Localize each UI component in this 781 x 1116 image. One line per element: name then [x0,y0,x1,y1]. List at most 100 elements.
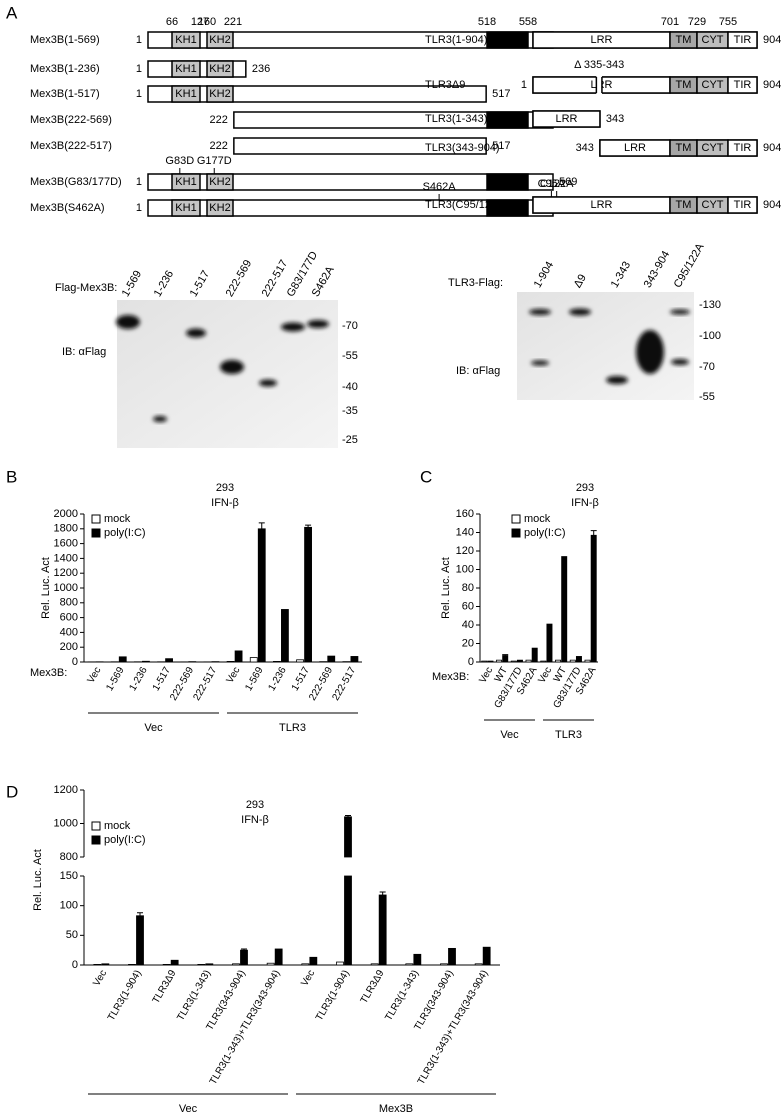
x-tick-label: TLR3Δ9 [151,968,179,1006]
y-tick-label: 140 [456,526,474,538]
legend-swatch [91,514,101,524]
domain [206,173,234,191]
panel-label: B [6,467,17,486]
y-tick-label: 50 [66,929,78,941]
lane-label: 1-904 [532,260,556,290]
bar [197,964,206,966]
y-tick-label: 1200 [54,567,78,579]
bar [474,963,483,966]
domain [727,76,758,94]
domain-label: RING [494,114,522,126]
y-tick-label: 1000 [54,582,78,594]
error-bar [258,522,265,529]
bar [555,659,562,663]
band [259,379,277,387]
mutation-label: C122A [540,178,574,190]
lane-label: 1-517 [188,269,212,299]
bar [170,959,179,966]
domain-label: TM [676,79,692,91]
x-tick-label: TLR3(1-904) [314,968,352,1023]
band [606,376,628,384]
bar [232,963,240,966]
y-tick-label: 1200 [54,784,78,796]
mutation-label: G177D [197,155,232,167]
band [671,359,689,365]
y-tick-label: 1400 [54,552,78,564]
size-marker: -100 [699,330,721,342]
domain [486,111,529,129]
y-tick-label: 0 [72,959,78,971]
bar [142,660,150,663]
domain [486,173,529,191]
bar [205,963,214,966]
domain [171,173,201,191]
domain-label: KH2 [209,88,230,100]
bar [309,956,318,966]
lane-label: 1-343 [609,260,633,290]
error-bar [502,654,509,656]
blot-title: TLR3-Flag: [448,277,503,289]
x-tick-label: Vec [225,665,243,685]
x-tick-label: Vec [477,665,495,685]
mutation-label: G83D [165,155,194,167]
band [670,309,690,315]
position-label: 127 [191,16,209,28]
domain [171,60,201,78]
legend-swatch [91,821,101,831]
size-marker: -55 [342,350,358,362]
y-tick-label: 100 [60,900,78,912]
construct-box [233,137,487,155]
y-tick-label: 1800 [54,523,78,535]
bar [234,650,243,663]
legend-swatch [91,835,101,845]
size-marker: -70 [699,361,715,373]
domain-label: TM [676,142,692,154]
y-tick-label: 1600 [54,538,78,550]
bar [546,623,553,663]
bar [482,946,491,966]
construct-start: 1 [521,34,527,46]
panel-label: D [6,782,18,801]
error-bar [305,524,312,528]
construct-label: TLR3(C95/122A) [425,199,508,211]
bar [93,964,102,966]
panel-label: C [420,467,432,486]
chart-title: 293 [576,482,594,494]
chart-title: 293 [216,482,234,494]
error-bar [241,948,247,951]
bar [274,948,283,966]
construct-end: 569 [559,176,577,188]
y-tick-label: 2000 [54,508,78,520]
domain-label: LRR [624,142,646,154]
band [307,320,329,328]
band [220,360,244,374]
construct-start: 343 [576,142,594,154]
band [186,328,206,338]
domain-label: CYT [702,142,724,154]
x-tick-label: TLR3Δ9 [359,968,387,1006]
error-bar [379,891,386,895]
x-tick-label: TLR3(1-343)+TLR3(343-904) [416,968,491,1086]
bar [162,964,171,966]
bar [413,953,422,966]
y-tick-label: 80 [462,582,474,594]
legend-label: poly(I:C) [524,527,566,539]
band [636,330,664,374]
construct-end: 517 [492,140,510,152]
x-tick-label: 1-236 [266,665,289,693]
domain-label: KH1 [175,176,196,188]
construct-label: Mex3B(222-569) [30,114,112,126]
domain [171,199,201,217]
construct-end: 343 [606,113,624,125]
construct-start: 1 [521,199,527,211]
deletion-label: Δ 335-343 [574,59,624,71]
y-tick-label: 0 [468,656,474,668]
blot-membrane [117,300,338,448]
chart-subtitle: IFN-β [211,497,239,509]
bar [502,655,509,663]
y-tick-label: 200 [60,641,78,653]
bar [510,660,517,663]
bar [540,660,547,663]
size-marker: -70 [342,320,358,332]
x-tick-label: 1-569 [104,665,127,693]
